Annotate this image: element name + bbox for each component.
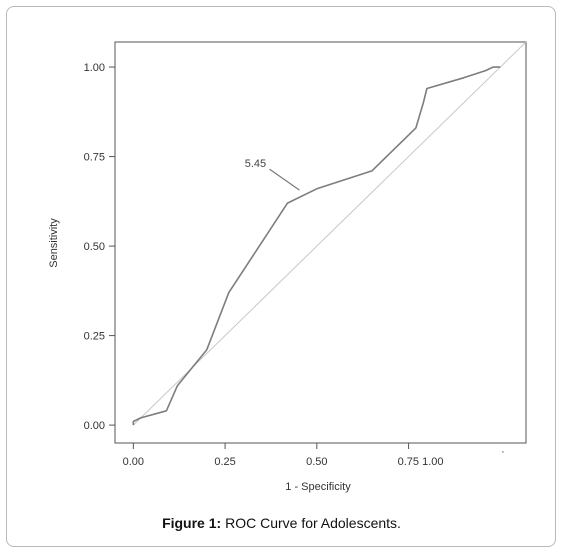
threshold-annotation: 5.45 <box>245 158 266 170</box>
x-tick-label: 0.25 <box>214 456 235 468</box>
y-tick-label: 0.25 <box>84 331 105 343</box>
x-axis-ticks: 0.00 0.25 0.50 0.75 1.00 <box>123 443 444 468</box>
y-axis-ticks: 0.00 0.25 0.50 0.75 1.00 <box>84 62 115 432</box>
x-tick-label: 0.50 <box>306 456 327 468</box>
figure-caption: Figure 1: ROC Curve for Adolescents. <box>0 515 563 531</box>
roc-curve-line <box>132 66 501 426</box>
y-tick-label: 0.00 <box>84 420 105 432</box>
reference-diagonal-line <box>132 41 527 426</box>
y-tick-label: 0.75 <box>84 152 105 164</box>
plot-area <box>114 41 527 444</box>
y-tick-label: 1.00 <box>84 62 105 74</box>
y-tick-label: 0.50 <box>84 241 105 253</box>
caption-label: Figure 1: <box>162 515 222 531</box>
annotation-leader-line <box>269 168 300 191</box>
chart-annotations: 5.45 <box>245 158 300 191</box>
y-axis-title: Sensitivity <box>48 218 60 268</box>
x-axis-title: 1 - Specificity <box>285 481 351 493</box>
x-tick-label: 0.00 <box>123 456 144 468</box>
caption-text: ROC Curve for Adolescents. <box>225 515 401 531</box>
stray-mark: · <box>501 446 505 458</box>
x-tick-label: 0.75 1.00 <box>398 456 444 468</box>
figure-frame <box>6 6 556 547</box>
chart-lines <box>132 41 527 426</box>
